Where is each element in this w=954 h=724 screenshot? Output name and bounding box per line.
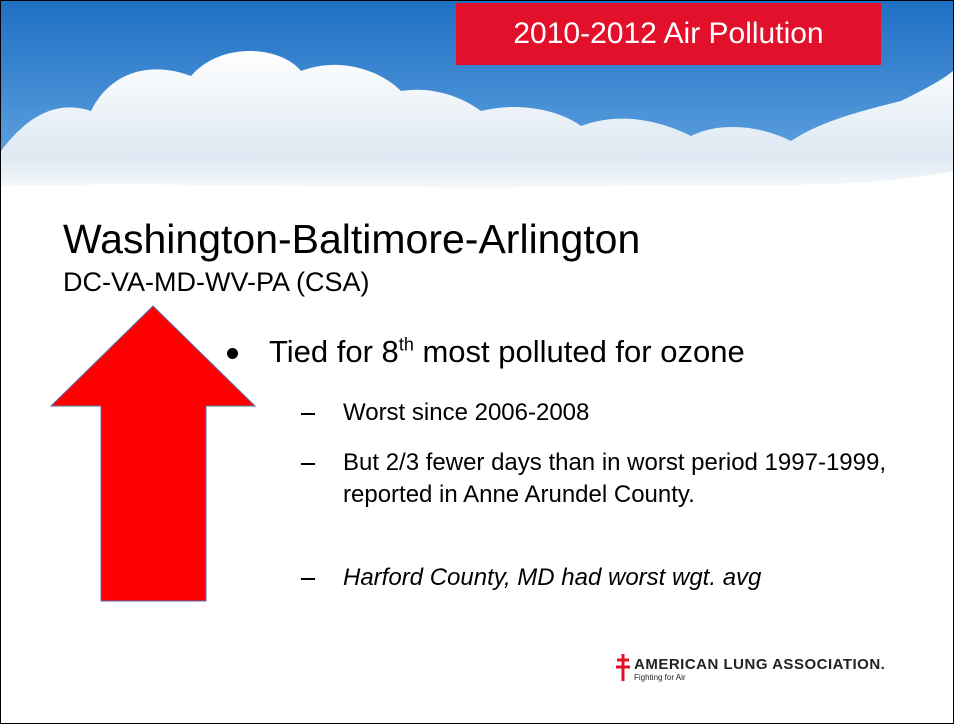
sub-bullet: Harford County, MD had worst wgt. avg: [343, 562, 903, 594]
logo-cross: [615, 653, 631, 683]
dash-marker: [301, 463, 315, 465]
logo-tagline: Fighting for Air: [634, 673, 686, 682]
bullet-part: Tied for 8: [269, 334, 399, 369]
slide: 2010-2012 Air Pollution Washington-Balti…: [0, 0, 954, 724]
dash-marker: [301, 578, 315, 580]
red-arrow: [41, 296, 271, 611]
slide-subtitle: DC-VA-MD-WV-PA (CSA): [63, 267, 370, 298]
superscript: th: [399, 335, 414, 355]
dash-marker: [301, 413, 315, 415]
sub-bullet: Worst since 2006-2008: [343, 397, 903, 429]
logo-name: AMERICAN LUNG ASSOCIATION.: [634, 656, 885, 673]
slide-title: Washington-Baltimore-Arlington: [63, 216, 640, 263]
header-tag: 2010-2012 Air Pollution: [456, 3, 881, 65]
bullet-text: Tied for 8th most polluted for ozone: [269, 334, 745, 370]
sub-bullet: But 2/3 fewer days than in worst period …: [343, 447, 893, 511]
bullet-part: most polluted for ozone: [414, 334, 745, 369]
bullet-marker: [227, 348, 238, 359]
